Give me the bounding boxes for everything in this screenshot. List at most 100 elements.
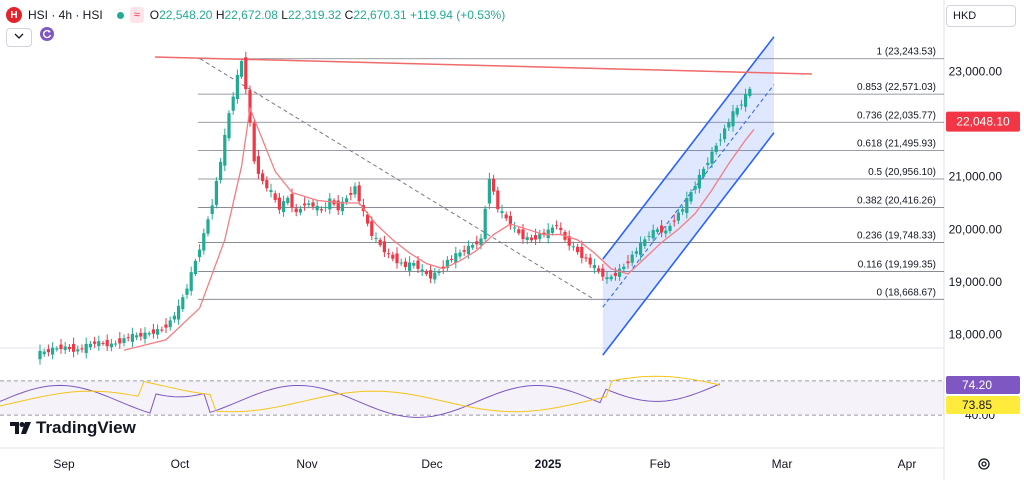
symbol-logo[interactable]: H xyxy=(6,7,22,23)
symbol-label[interactable]: HSI · 4h · HSI xyxy=(28,8,103,22)
time-axis-tick: Nov xyxy=(296,457,317,471)
time-axis-tick: Oct xyxy=(171,457,190,471)
candle-body xyxy=(630,254,634,263)
gear-icon[interactable] xyxy=(977,457,991,471)
candle-body xyxy=(500,211,504,214)
candle-body xyxy=(303,203,307,206)
fib-level-label: 0.382 (20,416.26) xyxy=(857,195,936,206)
candle-body xyxy=(597,268,601,271)
candle-body xyxy=(521,229,525,240)
legend-bar: H HSI · 4h · HSI ≈ O22,548.20 H22,672.08… xyxy=(0,0,505,30)
refresh-button[interactable] xyxy=(38,27,55,45)
candle-body xyxy=(269,190,273,192)
time-axis-tick: Apr xyxy=(898,457,917,471)
candle-body xyxy=(63,346,67,350)
candle-body xyxy=(126,337,130,339)
candle-body xyxy=(710,151,714,164)
candle-body xyxy=(735,107,739,115)
candle-body xyxy=(340,201,344,212)
candle-body xyxy=(429,270,433,279)
price-axis-tick: 21,000.00 xyxy=(949,170,1003,184)
candle-body xyxy=(655,229,659,232)
candle-body xyxy=(475,241,479,245)
candle-body xyxy=(550,227,554,233)
candle-body xyxy=(206,219,210,234)
candle-body xyxy=(391,254,395,259)
candle-body xyxy=(51,347,55,355)
candle-body xyxy=(307,203,311,205)
rsi-ma-badge xyxy=(946,396,1020,414)
fib-level-label: 0 (18,668.67) xyxy=(877,287,937,298)
candle-body xyxy=(84,343,88,354)
candle-body xyxy=(534,235,538,240)
candle-body xyxy=(613,272,617,276)
candle-body xyxy=(328,198,332,210)
candle-body xyxy=(609,276,613,280)
candle-body xyxy=(315,205,319,211)
candle-body xyxy=(324,207,328,209)
ema-line xyxy=(123,105,755,351)
candle-body xyxy=(256,156,260,174)
candle-body xyxy=(727,122,731,128)
candle-body xyxy=(748,88,752,97)
ohlc-values: O22,548.20 H22,672.08 L22,319.32 C22,670… xyxy=(149,8,506,22)
candle-body xyxy=(496,190,500,210)
candle-body xyxy=(366,214,370,224)
chevron-down-icon xyxy=(14,32,24,43)
channel-lower-line xyxy=(602,132,775,356)
candle-body xyxy=(97,341,101,347)
candle-body xyxy=(424,271,428,275)
candle-body xyxy=(72,343,76,352)
candle-body xyxy=(151,329,155,334)
time-axis-tick: Mar xyxy=(772,457,793,471)
candle-body xyxy=(231,96,235,111)
candle-body xyxy=(198,249,202,258)
candle-body xyxy=(235,74,239,100)
candle-body xyxy=(156,329,160,335)
candle-body xyxy=(580,246,584,258)
fib-level-label: 0.736 (22,035.77) xyxy=(857,110,936,121)
fib-level-label: 1 (23,243.53) xyxy=(877,47,937,58)
candle-body xyxy=(298,208,302,213)
candle-body xyxy=(672,220,676,222)
candle-body xyxy=(109,343,113,348)
candle-body xyxy=(252,123,256,162)
time-axis-tick: 2025 xyxy=(535,457,562,471)
candle-body xyxy=(576,246,580,253)
candle-body xyxy=(135,335,139,338)
candle-body xyxy=(353,186,357,195)
fib-level-label: 0.853 (22,571.03) xyxy=(857,82,936,93)
price-axis-tick: 23,000.00 xyxy=(949,65,1003,79)
candle-body xyxy=(567,236,571,246)
candle-body xyxy=(349,193,353,195)
candle-body xyxy=(723,128,727,140)
tradingview-logo: TradingView xyxy=(10,418,136,438)
candle-body xyxy=(517,229,521,234)
candle-body xyxy=(261,173,265,182)
candle-body xyxy=(282,201,286,213)
fib-level-label: 0.5 (20,956.10) xyxy=(868,167,936,178)
candle-body xyxy=(273,193,277,200)
candle-body xyxy=(433,272,437,280)
candle-body xyxy=(147,333,151,335)
current-price-label: 22,048.10 xyxy=(956,115,1010,129)
time-axis-tick: Dec xyxy=(421,457,442,471)
candle-body xyxy=(177,305,181,320)
candle-body xyxy=(168,320,172,328)
candle-body xyxy=(286,197,290,204)
data-status-badge[interactable]: ≈ xyxy=(129,7,144,23)
channel-mid-line xyxy=(602,84,775,308)
resistance-trend-line xyxy=(154,56,813,75)
candle-body xyxy=(471,245,475,248)
candle-body xyxy=(643,239,647,247)
collapse-legend-button[interactable] xyxy=(6,28,32,47)
candle-body xyxy=(193,260,197,275)
rsi-line xyxy=(0,383,721,418)
candle-body xyxy=(244,57,248,90)
candle-body xyxy=(55,348,59,350)
candle-body xyxy=(416,260,420,269)
currency-selector[interactable]: HKD xyxy=(946,5,1016,27)
candle-body xyxy=(227,113,231,139)
